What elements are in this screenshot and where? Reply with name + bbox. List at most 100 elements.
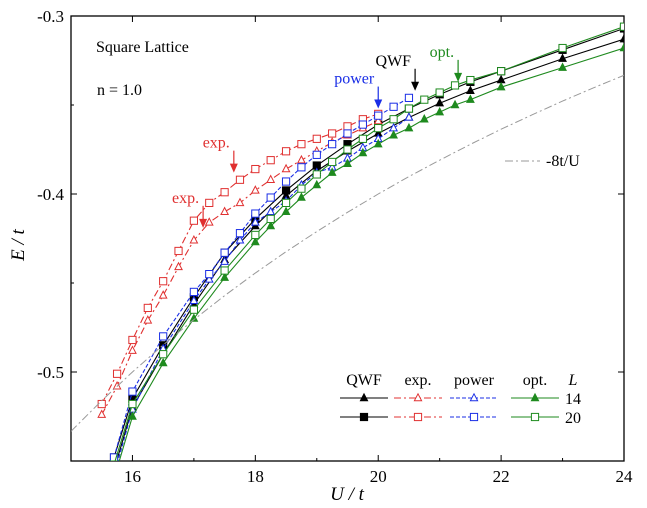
data-point-square	[128, 399, 137, 409]
data-point-square	[359, 412, 369, 422]
arrow-label: QWF	[376, 53, 412, 70]
data-point-square	[235, 229, 245, 238]
annotation-layer: QWF opt. power exp. exp. -8t/U	[172, 44, 580, 228]
legend-header: L	[568, 372, 578, 389]
data-point-square	[220, 266, 229, 275]
arrow-head	[454, 72, 463, 82]
data-point-square	[251, 164, 260, 174]
data-point-square	[497, 67, 506, 76]
data-point-triangle	[235, 234, 245, 244]
y-tick-label: -0.3	[37, 7, 64, 26]
data-point-square	[281, 147, 291, 156]
data-point-square	[389, 102, 398, 111]
arrow-label: exp.	[203, 135, 230, 152]
series-line	[117, 117, 410, 461]
data-point-square	[312, 170, 321, 179]
data-point-triangle	[419, 113, 429, 123]
data-point-triangle	[359, 392, 369, 402]
data-point-triangle	[465, 94, 475, 103]
legend-entry-power-L20	[450, 412, 498, 422]
data-point-square	[97, 399, 106, 409]
data-point-square	[469, 412, 479, 422]
data-point-square	[374, 111, 383, 120]
data-point-triangle	[389, 129, 399, 139]
data-point-triangle	[158, 290, 168, 299]
data-point-square	[558, 43, 567, 53]
x-tick-label: 16	[124, 467, 141, 486]
x-axis-label: U / t	[330, 484, 365, 505]
legend-row-label: 20	[565, 410, 581, 427]
y-tick-label: -0.5	[37, 363, 64, 382]
data-point-square	[189, 287, 198, 296]
series-layer	[71, 22, 624, 482]
data-point-triangle	[327, 167, 337, 176]
arrow-annotation-power: power	[334, 71, 383, 109]
data-point-square	[281, 177, 291, 186]
data-point-square	[466, 75, 475, 85]
series-power-L20	[109, 93, 414, 461]
plot-frame	[70, 15, 625, 462]
data-point-triangle	[435, 106, 445, 116]
series-ref	[71, 74, 624, 432]
series-line	[113, 27, 624, 458]
data-point-square	[281, 186, 291, 195]
data-point-square	[358, 120, 367, 129]
lattice-label: Square Lattice	[96, 39, 189, 56]
data-point-triangle	[110, 471, 117, 478]
data-point-square	[312, 134, 321, 143]
legend-header: exp.	[404, 372, 431, 389]
series-power-L14	[110, 112, 414, 478]
data-point-triangle	[112, 380, 122, 390]
data-point-square	[328, 157, 337, 167]
legend-entry-qwf-L14	[340, 392, 388, 402]
data-point-square	[251, 230, 260, 240]
y-axis-label: E / t	[8, 228, 29, 261]
legend: QWF exp. power opt. L 14 20	[340, 372, 581, 427]
legend-header: opt.	[523, 372, 547, 389]
data-point-square	[109, 453, 119, 461]
data-point-triangle	[266, 206, 276, 215]
data-point-square	[435, 88, 444, 97]
data-point-triangle	[358, 147, 368, 157]
data-point-triangle	[250, 217, 260, 226]
data-point-square	[235, 175, 245, 184]
data-point-triangle	[312, 179, 322, 189]
arrow-label: exp.	[172, 190, 199, 207]
legend-row-label: 14	[565, 391, 581, 408]
data-point-triangle	[404, 122, 414, 132]
legend-header: QWF	[346, 372, 382, 389]
data-point-triangle	[413, 392, 423, 402]
data-point-square	[159, 350, 168, 359]
series-opt-L20	[109, 22, 624, 461]
legend-entry-exp-L20	[394, 412, 442, 422]
x-tick-label: 18	[247, 467, 264, 486]
data-point-triangle	[110, 475, 117, 482]
data-point-triangle	[281, 163, 291, 173]
data-point-square	[189, 305, 198, 314]
arrow-annotation-qwf: QWF	[376, 53, 420, 91]
legend-header: power	[454, 372, 495, 389]
data-point-square	[420, 95, 429, 104]
data-point-triangle	[465, 85, 475, 94]
data-point-square	[159, 277, 168, 286]
data-point-square	[389, 115, 398, 124]
data-point-triangle	[619, 42, 624, 52]
data-point-triangle	[266, 174, 276, 183]
axis-ticks: 16 18 20 22 24 -0.3 -0.4 -0.5	[37, 7, 633, 486]
data-point-triangle	[373, 138, 383, 148]
data-point-triangle	[204, 217, 214, 226]
arrow-annotation-opt: opt.	[430, 44, 463, 82]
x-tick-label: 24	[616, 467, 634, 486]
data-point-square	[266, 193, 275, 202]
arrow-annotation-exp: exp.	[172, 190, 208, 228]
data-point-triangle	[128, 345, 137, 354]
arrow-label: opt.	[430, 44, 454, 61]
data-point-triangle	[220, 256, 230, 265]
data-point-triangle	[189, 234, 199, 244]
data-point-triangle	[343, 158, 352, 167]
data-point-triangle	[496, 81, 506, 91]
data-point-square	[189, 216, 198, 225]
legend-entry-opt-L20	[511, 412, 559, 422]
data-point-triangle	[450, 99, 460, 109]
data-point-square	[297, 163, 306, 172]
